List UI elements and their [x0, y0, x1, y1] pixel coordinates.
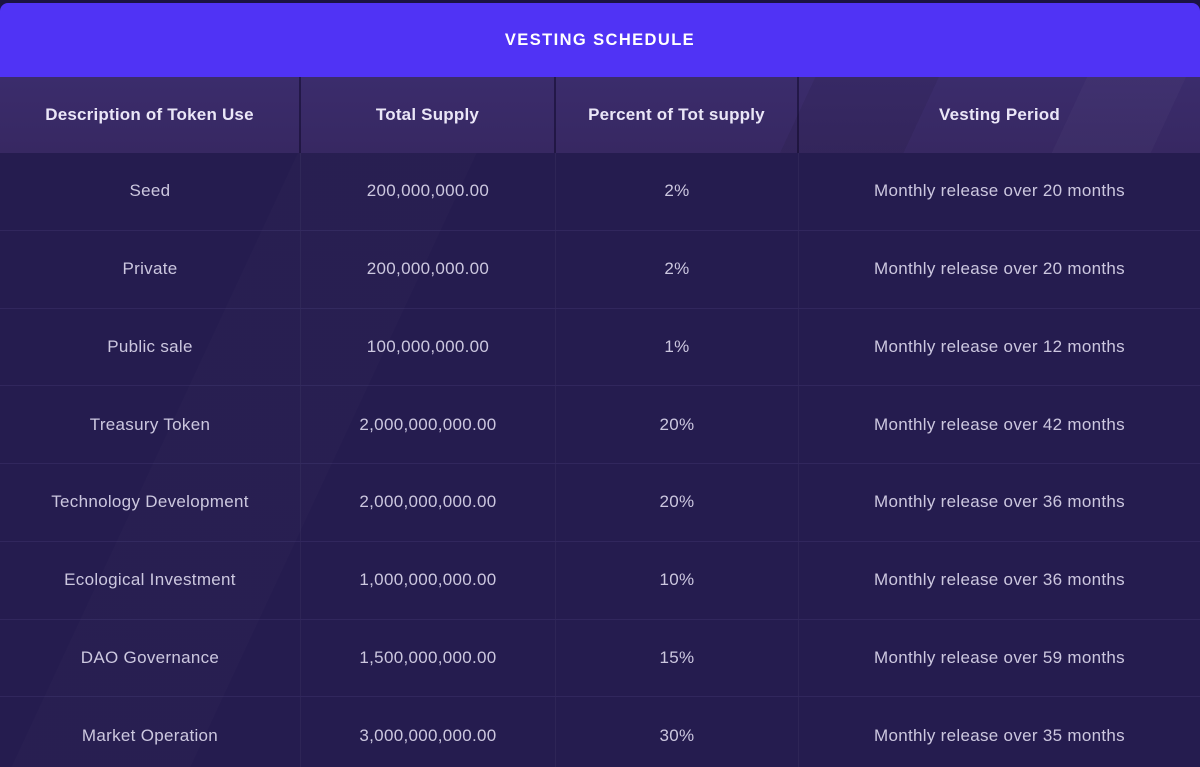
cell-token-use: Seed: [0, 153, 301, 230]
cell-percent: 1%: [556, 308, 799, 386]
table-header-row: Description of Token Use Total Supply Pe…: [0, 77, 1200, 153]
column-header-percent: Percent of Tot supply: [556, 77, 799, 153]
cell-percent: 20%: [556, 386, 799, 463]
table-row: Ecological Investment 1,000,000,000.00 1…: [0, 540, 1200, 619]
cell-percent: 30%: [556, 697, 799, 767]
cell-token-use: Private: [0, 230, 301, 308]
cell-percent: 15%: [556, 619, 799, 697]
table-title-bar: VESTING SCHEDULE: [0, 3, 1200, 77]
cell-total-supply: 2,000,000,000.00: [301, 386, 556, 463]
table-row: DAO Governance 1,500,000,000.00 15% Mont…: [0, 618, 1200, 697]
cell-vesting-period: Monthly release over 20 months: [874, 181, 1125, 201]
cell-token-use: Ecological Investment: [0, 541, 301, 619]
table-row: Market Operation 3,000,000,000.00 30% Mo…: [0, 696, 1200, 767]
cell-total-supply: 200,000,000.00: [301, 230, 556, 308]
cell-token-use: Public sale: [0, 308, 301, 386]
cell-percent: 10%: [556, 541, 799, 619]
cell-percent: 2%: [556, 230, 799, 308]
page-title: VESTING SCHEDULE: [504, 30, 696, 49]
cell-total-supply: 2,000,000,000.00: [301, 464, 556, 541]
cell-vesting-period: Monthly release over 59 months: [874, 647, 1125, 667]
table-row: Public sale 100,000,000.00 1% Monthly re…: [0, 307, 1200, 386]
cell-vesting-period: Monthly release over 42 months: [874, 414, 1125, 434]
cell-vesting-period: Monthly release over 35 months: [874, 725, 1125, 745]
cell-vesting-period: Monthly release over 12 months: [874, 336, 1125, 356]
cell-total-supply: 1,000,000,000.00: [301, 541, 556, 619]
cell-token-use: Treasury Token: [0, 386, 301, 463]
table-row: Seed 200,000,000.00 2% Monthly release o…: [0, 153, 1200, 230]
cell-total-supply: 3,000,000,000.00: [301, 697, 556, 767]
column-header-total-supply: Total Supply: [301, 77, 556, 153]
cell-percent: 20%: [556, 464, 799, 541]
cell-total-supply: 100,000,000.00: [301, 308, 556, 386]
table-row: Private 200,000,000.00 2% Monthly releas…: [0, 229, 1200, 308]
table-row: Technology Development 2,000,000,000.00 …: [0, 463, 1200, 541]
cell-vesting-period: Monthly release over 36 months: [874, 492, 1125, 512]
table-body: Seed 200,000,000.00 2% Monthly release o…: [0, 153, 1200, 767]
cell-total-supply: 1,500,000,000.00: [301, 619, 556, 697]
column-header-description: Description of Token Use: [0, 77, 301, 153]
table-row: Treasury Token 2,000,000,000.00 20% Mont…: [0, 385, 1200, 463]
cell-percent: 2%: [556, 153, 799, 230]
cell-token-use: Market Operation: [0, 697, 301, 767]
cell-vesting-period: Monthly release over 20 months: [874, 259, 1125, 279]
cell-token-use: Technology Development: [0, 464, 301, 541]
column-header-vesting-period: Vesting Period: [939, 105, 1060, 124]
cell-vesting-period: Monthly release over 36 months: [874, 570, 1125, 590]
cell-token-use: DAO Governance: [0, 619, 301, 697]
cell-total-supply: 200,000,000.00: [301, 153, 556, 230]
